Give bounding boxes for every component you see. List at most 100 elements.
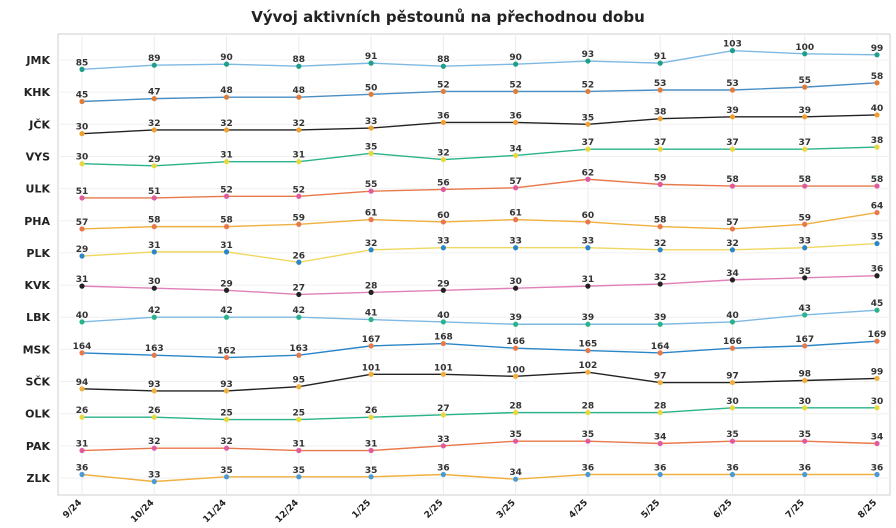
data-point <box>802 146 808 152</box>
series-line <box>82 407 877 421</box>
data-point <box>585 88 591 95</box>
data-point <box>657 350 663 356</box>
data-label: 31 <box>76 440 89 450</box>
data-point <box>223 416 230 423</box>
data-label: 32 <box>654 239 667 249</box>
data-point <box>585 347 591 354</box>
data-point <box>368 188 374 194</box>
data-label: 32 <box>220 437 233 447</box>
data-point <box>874 307 880 313</box>
data-label: 33 <box>582 237 595 247</box>
data-label: 51 <box>76 187 89 197</box>
data-label: 164 <box>651 342 670 352</box>
data-label: 100 <box>506 365 525 375</box>
series-label: SČK <box>25 376 50 389</box>
data-label: 32 <box>148 437 161 447</box>
data-point <box>368 474 374 480</box>
series-label: KHK <box>24 86 51 99</box>
data-label: 88 <box>437 55 450 65</box>
data-point <box>296 352 302 358</box>
data-point <box>802 275 808 281</box>
data-label: 36 <box>437 111 450 121</box>
data-point <box>440 371 446 377</box>
data-label: 36 <box>76 463 89 473</box>
data-label: 35 <box>220 466 233 476</box>
data-label: 33 <box>148 471 161 481</box>
data-label: 90 <box>509 53 522 63</box>
data-label: 164 <box>73 342 92 352</box>
data-point <box>440 63 446 69</box>
data-point <box>151 414 157 420</box>
data-point <box>440 156 446 163</box>
data-label: 58 <box>871 175 884 185</box>
data-label: 32 <box>220 119 233 129</box>
data-label: 90 <box>220 53 233 63</box>
data-label: 27 <box>437 404 450 414</box>
data-label: 58 <box>148 216 161 226</box>
data-point <box>802 405 808 411</box>
data-point <box>368 414 374 420</box>
data-point <box>440 119 446 126</box>
data-point <box>223 159 230 165</box>
data-point <box>802 51 808 57</box>
data-label: 37 <box>726 138 739 148</box>
data-label: 51 <box>148 187 161 197</box>
data-point <box>151 195 157 201</box>
data-point <box>729 247 736 253</box>
x-tick-label: 10/24 <box>129 498 156 524</box>
x-tick-label: 3/25 <box>495 498 518 521</box>
data-point <box>729 277 736 283</box>
data-label: 39 <box>798 106 811 116</box>
series-label: KVK <box>24 279 50 292</box>
data-point <box>151 478 157 485</box>
data-label: 59 <box>798 213 811 223</box>
data-label: 93 <box>582 50 595 60</box>
data-point <box>657 440 663 447</box>
data-point <box>368 125 374 131</box>
data-point <box>223 193 230 199</box>
data-point <box>223 445 230 451</box>
data-label: 33 <box>437 435 450 445</box>
data-label: 28 <box>582 402 595 412</box>
data-point <box>729 87 736 93</box>
data-label: 34 <box>509 468 522 478</box>
data-point <box>802 84 808 90</box>
series-line <box>81 82 878 103</box>
data-point <box>368 371 374 377</box>
data-point <box>585 176 591 182</box>
data-point <box>368 60 374 66</box>
data-label: 59 <box>654 173 667 183</box>
series-label: ZLK <box>26 472 50 485</box>
data-point <box>657 281 663 287</box>
data-label: 60 <box>437 211 450 221</box>
series-label: PAK <box>26 440 51 453</box>
data-label: 39 <box>726 106 739 116</box>
data-point <box>802 183 808 189</box>
data-point <box>729 405 736 411</box>
data-point <box>874 52 880 58</box>
data-label: 47 <box>148 88 161 98</box>
data-point <box>657 321 663 327</box>
data-point <box>79 447 85 454</box>
series-label: VYS <box>26 150 50 163</box>
data-label: 31 <box>220 151 233 161</box>
data-label: 61 <box>509 209 522 219</box>
data-point <box>729 183 736 189</box>
data-point <box>802 114 808 120</box>
data-label: 28 <box>365 281 378 291</box>
data-point <box>368 150 374 156</box>
data-label: 34 <box>726 269 739 279</box>
x-tick-label: 7/25 <box>784 498 807 521</box>
data-point <box>657 409 663 416</box>
data-point <box>440 443 446 449</box>
data-point <box>874 112 880 118</box>
data-label: 29 <box>76 245 89 255</box>
data-label: 52 <box>582 80 595 90</box>
data-point <box>296 63 302 69</box>
data-label: 167 <box>795 335 814 345</box>
data-point <box>513 185 519 191</box>
data-label: 40 <box>871 104 884 114</box>
data-label: 31 <box>76 275 89 285</box>
data-label: 36 <box>798 463 811 473</box>
data-point <box>368 247 374 253</box>
